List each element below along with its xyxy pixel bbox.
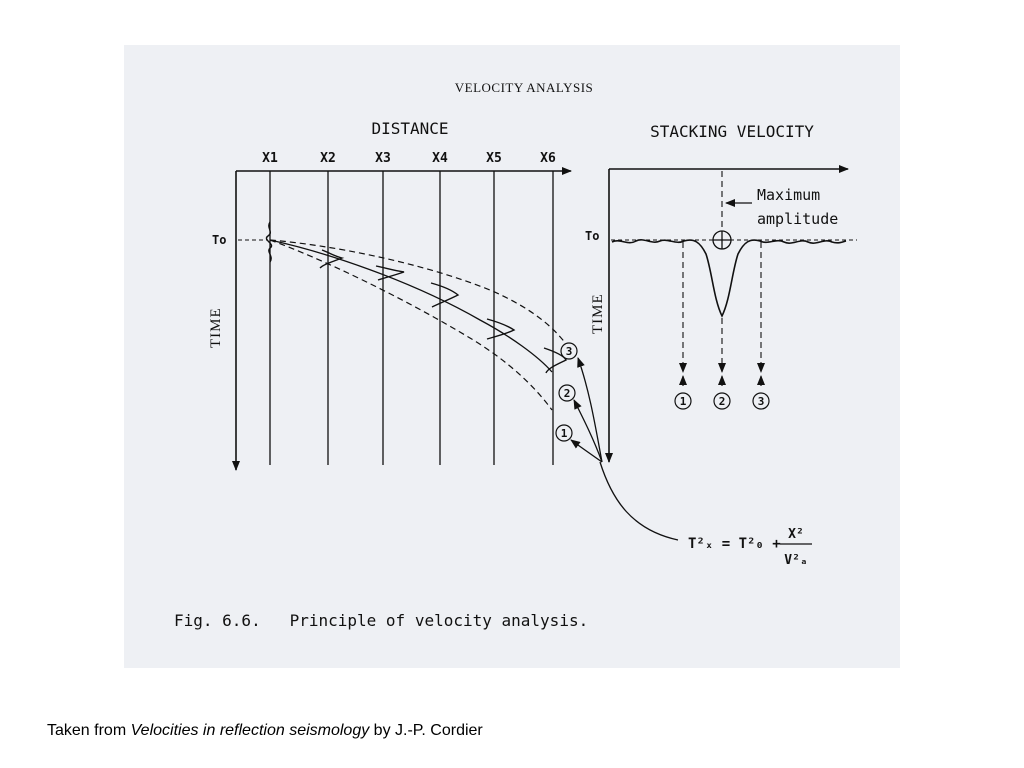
fan-arrows [570,357,679,541]
trace-label-x6: X6 [540,151,556,166]
trace-label-x1: X1 [262,151,278,166]
hyperbola-curve-1 [269,239,553,411]
wavelet-x6 [543,347,567,374]
trace-labels: X1 X2 X3 X4 X5 X6 [262,151,556,166]
time-label-right: TIME [590,293,606,334]
trace-label-x2: X2 [320,151,336,166]
wavelet-x5 [486,318,516,340]
velocity-marker-1-label: 1 [680,395,687,408]
trace-label-x3: X3 [375,151,391,166]
curve-marker-1-label: 1 [561,427,568,440]
source-book-title: Velocities in reflection seismology [130,722,370,739]
wavelet-x1 [265,221,273,263]
curve-marker-2: 2 [558,384,576,402]
max-amplitude-marker [712,230,732,250]
hyperbola-curve-3 [269,239,567,345]
fan-arrow-3 [577,357,603,463]
velocity-marker-2: 2 [713,392,731,410]
stacking-velocity-axis-title: STACKING VELOCITY [650,122,814,141]
curve-marker-3-label: 3 [566,345,573,358]
nmo-formula: T²ₓ = T²₀ + X² V²ₐ [688,527,812,568]
source-prefix: Taken from [47,722,131,739]
figure-title: VELOCITY ANALYSIS [455,80,594,95]
formula-lhs: T²ₓ = T²₀ + [688,536,781,552]
t0-label-left: To [212,233,226,247]
trace-label-x5: X5 [486,151,502,166]
max-amplitude-label-line2: amplitude [757,210,838,228]
velocity-marker-arrows [679,375,765,386]
velocity-marker-1: 1 [674,392,692,410]
trace-label-x4: X4 [432,151,448,166]
velocity-marker-3-label: 3 [758,395,765,408]
velocity-marker-3: 3 [752,392,770,410]
fan-arrow-1 [570,439,603,463]
t0-label-right: To [585,229,599,243]
fan-arrow-2 [573,399,603,463]
wavelet-x2 [319,249,345,269]
formula-leader-curve [599,461,679,541]
wavelet-x3 [375,265,405,281]
wavelet-x4 [430,282,460,308]
trace-lines [269,171,554,465]
source-attribution: Taken from Velocities in reflection seis… [47,722,483,740]
source-author: by J.-P. Cordier [369,722,483,739]
figure-caption: Fig. 6.6. Principle of velocity analysis… [174,611,588,630]
distance-axis-title: DISTANCE [371,119,448,138]
figure-panel [124,45,900,668]
formula-numerator: X² [788,527,804,542]
time-label-left: TIME [208,307,224,348]
max-amplitude-label-line1: Maximum [757,186,820,204]
curve-marker-1: 1 [555,424,573,442]
amplitude-curve [611,239,847,318]
curve-marker-3: 3 [560,342,578,360]
velocity-marker-2-label: 2 [719,395,726,408]
curve-marker-2-label: 2 [564,387,571,400]
hyperbola-curve-2 [269,239,553,373]
formula-denominator: V²ₐ [784,553,807,568]
